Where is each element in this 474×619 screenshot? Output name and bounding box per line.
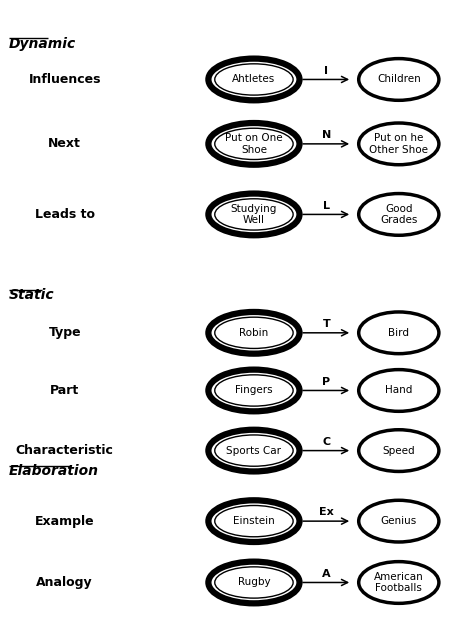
Text: Put on he
Other Shoe: Put on he Other Shoe: [369, 133, 428, 155]
Ellipse shape: [209, 312, 300, 353]
Text: Ahtletes: Ahtletes: [232, 74, 275, 84]
Text: Robin: Robin: [239, 328, 269, 338]
Ellipse shape: [359, 59, 439, 100]
Text: T: T: [322, 319, 330, 329]
Text: I: I: [324, 66, 328, 76]
Text: Genius: Genius: [381, 516, 417, 526]
Ellipse shape: [209, 561, 300, 604]
Text: Children: Children: [377, 74, 420, 84]
Text: C: C: [322, 437, 330, 447]
Ellipse shape: [359, 370, 439, 412]
Text: Analogy: Analogy: [36, 576, 93, 589]
Text: Hand: Hand: [385, 386, 412, 396]
Text: Part: Part: [50, 384, 79, 397]
Ellipse shape: [209, 430, 300, 472]
Text: Einstein: Einstein: [233, 516, 275, 526]
Text: Influences: Influences: [28, 73, 101, 86]
Ellipse shape: [359, 123, 439, 165]
Text: American
Footballs: American Footballs: [374, 572, 424, 593]
Ellipse shape: [209, 370, 300, 412]
Text: Dynamic: Dynamic: [9, 37, 76, 51]
Ellipse shape: [209, 194, 300, 235]
Text: Elaboration: Elaboration: [9, 464, 99, 478]
Text: L: L: [323, 201, 330, 210]
Text: Put on One
Shoe: Put on One Shoe: [225, 133, 283, 155]
Ellipse shape: [359, 430, 439, 472]
Ellipse shape: [359, 194, 439, 235]
Text: A: A: [322, 569, 331, 579]
Text: Sports Car: Sports Car: [227, 446, 282, 456]
Text: Characteristic: Characteristic: [16, 444, 114, 457]
Text: Fingers: Fingers: [235, 386, 273, 396]
Text: Static: Static: [9, 288, 54, 302]
Ellipse shape: [209, 500, 300, 542]
Ellipse shape: [359, 561, 439, 604]
Ellipse shape: [359, 312, 439, 353]
Ellipse shape: [209, 123, 300, 165]
Text: N: N: [322, 130, 331, 140]
Text: Next: Next: [48, 137, 81, 150]
Text: Speed: Speed: [383, 446, 415, 456]
Text: P: P: [322, 377, 330, 387]
Text: Bird: Bird: [388, 328, 409, 338]
Text: Studying
Well: Studying Well: [231, 204, 277, 225]
Ellipse shape: [359, 500, 439, 542]
Text: Type: Type: [48, 326, 81, 339]
Text: Ex: Ex: [319, 508, 334, 517]
Text: Example: Example: [35, 514, 94, 527]
Text: Leads to: Leads to: [35, 208, 95, 221]
Text: Rugby: Rugby: [237, 578, 270, 587]
Ellipse shape: [209, 59, 300, 100]
Text: Good
Grades: Good Grades: [380, 204, 418, 225]
